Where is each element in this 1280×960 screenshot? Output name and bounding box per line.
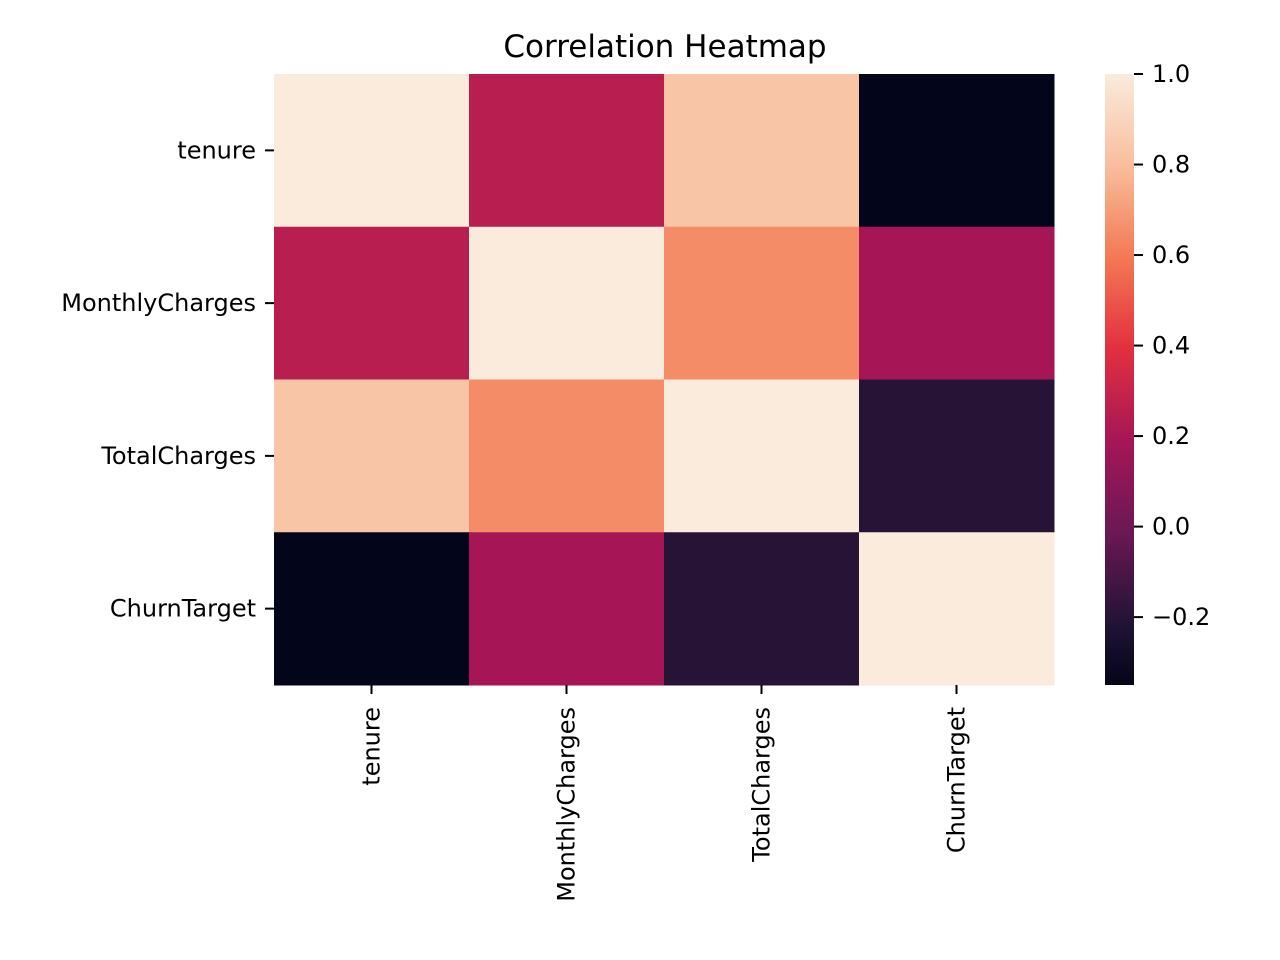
heatmap-cell [274,379,470,533]
heatmap-cell [859,74,1055,228]
x-axis: tenure MonthlyCharges TotalCharges ChurnTar… [358,685,971,902]
heatmap-cells [274,74,1055,686]
heatmap-cell [274,532,470,686]
y-tick-label: TotalCharges [100,442,256,470]
colorbar-tick-label: 0.6 [1152,241,1190,269]
colorbar [1105,74,1134,685]
colorbar-gradient [1105,74,1134,685]
heatmap-cell [274,226,470,380]
heatmap-cell [469,379,665,533]
heatmap-cell [469,226,665,380]
heatmap-cell [859,226,1055,380]
heatmap-cell [469,74,665,228]
y-axis: tenure MonthlyCharges TotalCharges ChurnTar… [61,136,274,623]
colorbar-tick-label: −0.2 [1152,603,1210,631]
heatmap-cell [469,532,665,686]
heatmap-cell [664,226,860,380]
y-tick-label: ChurnTarget [110,595,256,623]
colorbar-tick-label: 0.4 [1152,332,1190,360]
colorbar-axis: 1.0 0.8 0.6 0.4 0.2 0.0 −0.2 [1134,60,1210,631]
x-tick-label: tenure [358,707,386,786]
x-tick-label: TotalCharges [748,707,776,863]
heatmap-cell [274,74,470,228]
x-tick-label: ChurnTarget [943,707,971,853]
colorbar-tick-label: 0.2 [1152,422,1190,450]
chart-title: Correlation Heatmap [503,29,826,65]
heatmap-cell [859,379,1055,533]
heatmap-cell [859,532,1055,686]
y-tick-label: MonthlyCharges [61,289,256,317]
heatmap-cell [664,379,860,533]
colorbar-tick-label: 0.8 [1152,151,1190,179]
x-tick-label: MonthlyCharges [553,707,581,902]
heatmap-cell [664,532,860,686]
colorbar-tick-label: 0.0 [1152,513,1190,541]
y-tick-label: tenure [177,136,256,164]
colorbar-tick-label: 1.0 [1152,60,1190,88]
heatmap-cell [664,74,860,228]
